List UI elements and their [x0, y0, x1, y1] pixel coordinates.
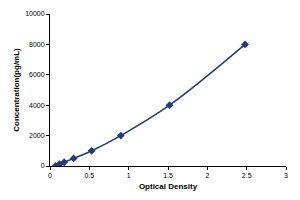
- svg-text:1.5: 1.5: [163, 172, 173, 179]
- svg-text:3: 3: [284, 172, 288, 179]
- svg-text:10000: 10000: [25, 10, 45, 17]
- svg-text:Concentration(pg/mL): Concentration(pg/mL): [12, 48, 21, 132]
- svg-text:2: 2: [205, 172, 209, 179]
- svg-text:8000: 8000: [29, 41, 45, 48]
- svg-text:4000: 4000: [29, 102, 45, 109]
- svg-text:0.5: 0.5: [84, 172, 94, 179]
- svg-text:0: 0: [41, 162, 45, 169]
- svg-text:2000: 2000: [29, 132, 45, 139]
- svg-text:6000: 6000: [29, 71, 45, 78]
- svg-text:0: 0: [48, 172, 52, 179]
- svg-text:1: 1: [127, 172, 131, 179]
- svg-text:Optical Density: Optical Density: [139, 182, 198, 191]
- svg-text:2.5: 2.5: [242, 172, 252, 179]
